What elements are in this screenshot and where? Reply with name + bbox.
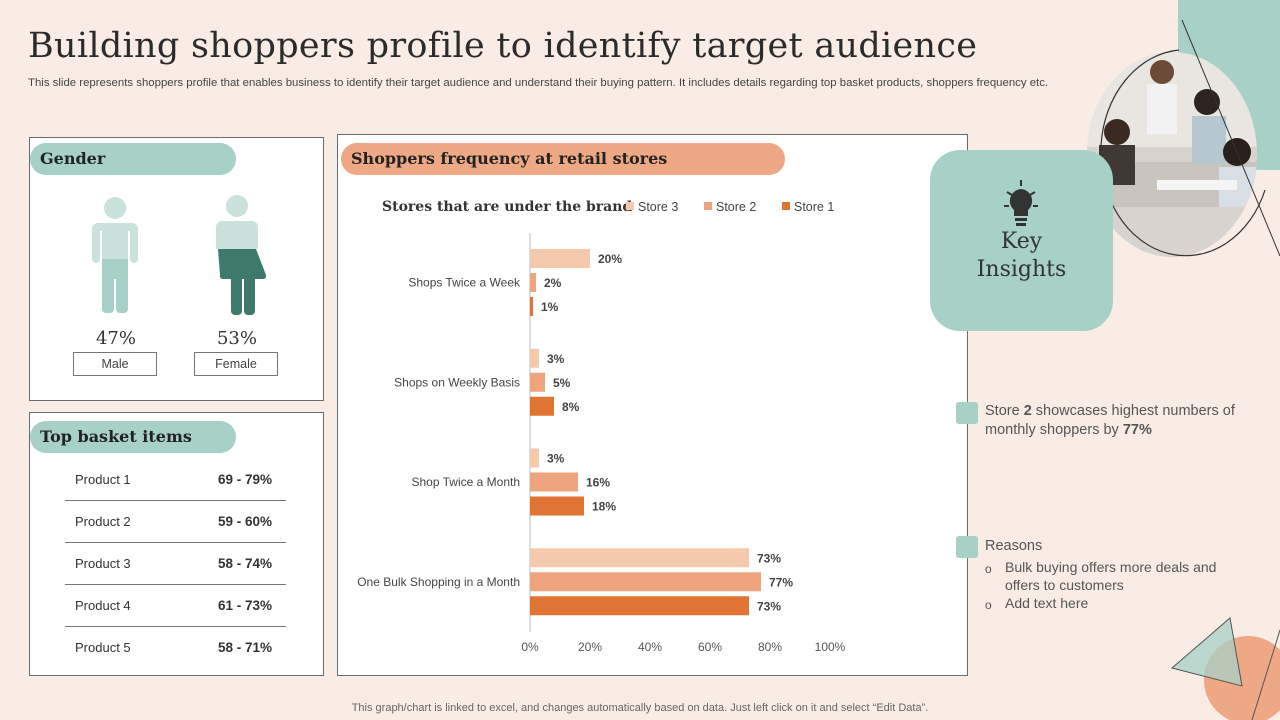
x-tick-label: 60% <box>698 640 722 654</box>
bar-data-label: 8% <box>562 400 580 414</box>
product-name: Product 5 <box>75 640 131 655</box>
bar-data-label: 1% <box>541 300 559 314</box>
product-value: 61 - 73% <box>218 598 273 613</box>
product-value: 58 - 74% <box>218 556 273 571</box>
bar-data-label: 3% <box>547 352 565 366</box>
legend-swatch <box>782 202 790 210</box>
bar <box>530 348 539 368</box>
product-value: 59 - 60% <box>218 514 273 529</box>
male-percent: 47% <box>95 328 136 349</box>
bar <box>530 496 584 516</box>
insight-marker <box>956 402 978 424</box>
insight-store-number: 2 <box>1023 403 1032 419</box>
product-name: Product 2 <box>75 514 131 529</box>
insight-percent: 77% <box>1122 422 1152 438</box>
insight-store2: Store 2 showcases highest numbers of mon… <box>985 402 1255 440</box>
bar <box>530 548 749 568</box>
key-insights-title-line1: Key <box>1000 229 1043 254</box>
bar-data-label: 18% <box>592 500 616 514</box>
product-name: Product 3 <box>75 556 131 571</box>
bar <box>530 596 749 616</box>
key-insights-title: Key Insights <box>930 228 1113 284</box>
x-tick-label: 100% <box>815 640 846 654</box>
category-label: Shops on Weekly Basis <box>394 375 520 389</box>
bar <box>530 297 533 316</box>
bar-data-label: 3% <box>547 452 565 466</box>
team-photo <box>1087 52 1257 257</box>
product-name: Product 4 <box>75 598 131 613</box>
legend-label: Store 1 <box>794 200 834 214</box>
female-figure-icon <box>216 195 267 315</box>
bar-data-label: 73% <box>757 551 781 565</box>
photo-outline-arc <box>1100 20 1280 257</box>
legend-swatch <box>626 202 634 210</box>
insight-text-part: showcases highest numbers of monthly sho… <box>985 403 1235 438</box>
frequency-panel: Shoppers frequency at retail stores Stor… <box>337 134 968 676</box>
basket-table: Product 1 69 - 79% Product 2 59 - 60% Pr… <box>30 459 325 671</box>
table-row: Product 5 58 - 71% <box>65 627 286 669</box>
female-label: Female <box>194 352 278 376</box>
decorative-shapes <box>1170 617 1280 720</box>
chart-legend-title: Stores that are under the brand <box>382 199 632 215</box>
bar <box>530 372 545 392</box>
key-insights-title-line2: Insights <box>976 257 1067 282</box>
table-row: Product 3 58 - 74% <box>65 543 286 585</box>
reason-bullet-1: Bulk buying offers more deals and offers… <box>1005 559 1217 593</box>
female-percent: 53% <box>216 328 257 349</box>
x-tick-label: 0% <box>521 640 539 654</box>
table-row: Product 4 61 - 73% <box>65 585 286 627</box>
legend-swatch <box>704 202 712 210</box>
male-figure-icon <box>92 197 138 313</box>
x-tick-label: 80% <box>758 640 782 654</box>
x-tick-label: 40% <box>638 640 662 654</box>
bar <box>530 472 578 492</box>
key-insights-card: Key Insights <box>930 150 1113 331</box>
category-label: Shops Twice a Week <box>408 276 521 290</box>
product-value: 69 - 79% <box>218 472 273 487</box>
basket-heading: Top basket items <box>30 421 236 453</box>
basket-panel: Top basket items Product 1 69 - 79% Prod… <box>29 412 324 676</box>
frequency-bar-chart: Stores that are under the brand Store 3 St… <box>357 199 846 654</box>
bar <box>530 572 761 592</box>
x-tick-label: 20% <box>578 640 602 654</box>
bar-data-label: 77% <box>769 575 793 589</box>
legend-label: Store 3 <box>638 200 678 214</box>
reason-bullet-2: Add text here <box>1005 595 1089 611</box>
bar-data-label: 5% <box>553 376 571 390</box>
lightbulb-icon <box>1004 180 1038 226</box>
bar-data-label: 2% <box>544 276 562 290</box>
product-name: Product 1 <box>75 472 131 487</box>
table-row: Product 2 59 - 60% <box>65 501 286 543</box>
reasons-marker <box>956 536 978 558</box>
product-value: 58 - 71% <box>218 640 273 655</box>
bar <box>530 448 539 468</box>
bullet-marker: o <box>985 562 992 576</box>
legend-label: Store 2 <box>716 200 756 214</box>
bar-data-label: 73% <box>757 599 781 613</box>
bar <box>530 273 536 292</box>
bar-data-label: 16% <box>586 476 610 490</box>
footer-note: This graph/chart is linked to excel, and… <box>351 702 929 714</box>
bar-data-label: 20% <box>598 252 622 266</box>
frequency-heading: Shoppers frequency at retail stores <box>341 143 785 175</box>
reasons-label: Reasons <box>985 538 1043 554</box>
bullet-marker: o <box>985 598 992 612</box>
category-label: One Bulk Shopping in a Month <box>357 575 520 589</box>
page-title: Building shoppers profile to identify ta… <box>28 26 978 66</box>
male-label: Male <box>73 352 157 376</box>
insight-text-part: Store <box>985 403 1024 419</box>
bar <box>530 249 590 268</box>
gender-panel: Gender 47% 53% Male Female <box>29 137 324 401</box>
bar <box>530 396 554 416</box>
table-row: Product 1 69 - 79% <box>65 459 286 501</box>
category-label: Shop Twice a Month <box>411 475 520 489</box>
page-subtitle: This slide represents shoppers profile t… <box>28 77 1049 89</box>
gender-heading: Gender <box>30 143 236 175</box>
